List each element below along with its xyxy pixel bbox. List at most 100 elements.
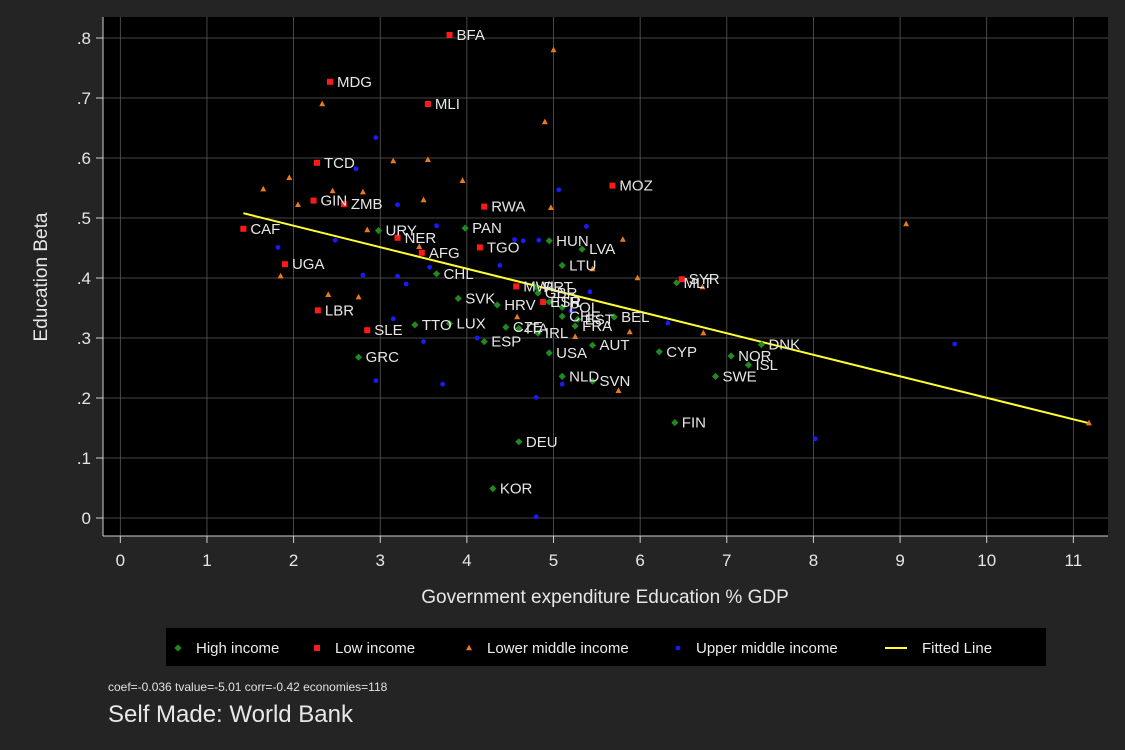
y-tick-label: 0 [82,509,91,528]
low-income-point [340,201,347,208]
lowermid-income-point [572,333,579,339]
point-label: ETH [550,294,580,311]
x-axis-title: Government expenditure Education % GDP [421,587,789,608]
point-label: TCD [324,155,355,172]
legend-lowermid-symbol [466,644,472,651]
uppermid-income-point [559,381,565,387]
uppermid-income-point [497,263,503,268]
point-label: BFA [457,27,485,44]
point-label: ESP [491,334,521,351]
point-label: POL [569,299,599,316]
uppermid-income-point [427,264,433,270]
uppermid-income-point [812,436,818,442]
y-tick-label: .4 [77,269,91,288]
uppermid-income-point [474,335,480,341]
point-label: FRA [582,318,612,335]
point-label: LUX [457,316,486,333]
source-caption: Self Made: World Bank [108,701,354,728]
high-income-point [545,237,553,245]
point-label: SWE [723,368,757,385]
point-label: NLD [569,368,599,385]
high-income-point [757,341,766,349]
y-tick-label: .6 [77,149,91,168]
low-income-point [240,225,247,232]
high-income-point [558,303,566,311]
point-label: SVK [465,290,495,307]
point-label: MDG [337,74,372,91]
point-label: ISL [755,357,778,374]
point-label: SLE [374,322,402,339]
x-tick-label: 2 [289,551,298,570]
point-label: ISR [556,294,581,311]
lowermid-income-point [294,201,301,207]
point-label: CZE [513,319,543,336]
high-income-point [744,361,753,369]
uppermid-income-point [403,281,409,287]
high-income-point [574,315,582,323]
point-label: EST [585,311,614,328]
low-income-point [446,32,453,38]
point-label: LTU [569,257,596,274]
lowermid-income-point [424,156,431,162]
lowermid-income-point [420,196,427,203]
high-income-point [545,349,553,357]
legend-label: Fitted Line [922,640,992,657]
x-tick-label: 6 [635,551,644,570]
point-label: DEU [526,434,558,451]
x-tick-label: 0 [116,551,125,570]
low-income-point [313,159,320,166]
lowermid-income-point [634,274,641,281]
point-label: MWI [523,278,554,295]
low-income-point [364,327,371,334]
high-income-point [558,261,566,269]
point-label: HRV [504,297,535,314]
point-label: MLT [684,275,713,292]
uppermid-income-point [421,339,426,344]
point-label: NER [405,230,437,247]
y-tick-label: .8 [77,29,91,48]
high-income-point [432,270,441,278]
x-tick-label: 5 [549,551,558,570]
lowermid-income-point [416,243,423,249]
x-tick-label: 3 [376,551,385,570]
high-income-point [532,283,540,291]
low-income-point [281,261,288,268]
point-label: AFG [429,245,460,262]
point-label: TGO [487,239,520,256]
point-label: AUT [600,337,630,354]
lowermid-income-point [355,293,362,300]
point-label: CAF [250,221,280,238]
high-income-point [655,348,663,356]
high-income-point [588,377,597,385]
uppermid-income-point [373,378,379,383]
fitted-line-layer [243,212,1090,425]
low-income-point [481,203,488,210]
uppermid-income-point [512,237,517,243]
lowermid-income-point [700,329,707,336]
high-income-point [515,438,523,446]
point-label: USA [556,345,587,362]
legend-label: High income [196,640,279,657]
lowermid-income-point [1085,419,1092,426]
lowermid-income-point [260,185,267,192]
lowermid-income-point [547,204,554,210]
low-income-point [418,249,425,256]
uppermid-income-point [533,514,539,520]
point-label: URY [386,223,417,240]
point-label: LBR [325,302,354,319]
legend: High income Low income Lower middle income… [174,640,992,657]
plot-area [103,17,1108,536]
low-income-point [513,283,520,290]
point-label: ITA [526,320,548,337]
legend-low-symbol [314,645,320,651]
point-label: FIN [682,415,706,432]
point-label: SYR [689,271,720,288]
high-income-point [515,324,523,332]
lowermid-income-point [359,188,366,195]
uppermid-income-point [434,223,439,229]
y-tick-label: .3 [77,329,91,348]
y-tick-label: .1 [77,449,91,468]
gridlines [103,17,1108,536]
uppermid-income-point [395,273,400,279]
point-label: MOZ [619,178,652,195]
